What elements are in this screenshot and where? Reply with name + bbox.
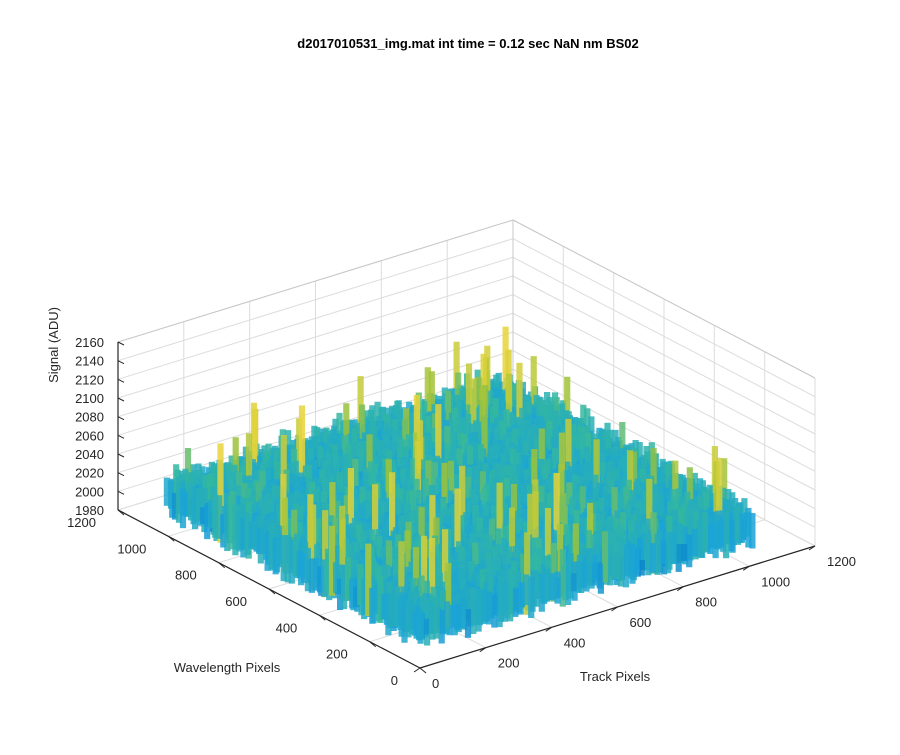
z-tick (117, 490, 125, 495)
x-tick-label: 1000 (761, 574, 790, 589)
z-tick (117, 472, 125, 477)
z-tick-label: 1980 (75, 503, 104, 518)
y-tick (218, 562, 226, 569)
z-tick-label: 2060 (75, 428, 104, 443)
z-tick (117, 509, 125, 514)
z-tick-label: 2080 (75, 410, 104, 425)
z-tick-label: 2100 (75, 391, 104, 406)
box-edge (117, 219, 514, 343)
x-tick (545, 626, 552, 632)
z-tick-label: 2020 (75, 466, 104, 481)
y-tick-label: 1200 (67, 515, 96, 530)
x-tick (611, 606, 618, 612)
x-tick-label: 200 (498, 656, 520, 671)
y-tick-label: 800 (175, 568, 197, 583)
y-axis-title: Wavelength Pixels (174, 660, 281, 675)
y-tick (268, 588, 276, 595)
z-tick (117, 434, 125, 439)
z-axis-title: Signal (ADU) (46, 307, 61, 383)
y-tick (167, 535, 175, 542)
z-tick (117, 360, 125, 365)
z-tick-label: 2120 (75, 372, 104, 387)
z-tick (117, 341, 125, 346)
box-edge (512, 219, 816, 379)
y-tick-label: 200 (326, 647, 348, 662)
x-tick-label: 600 (630, 615, 652, 630)
z-tick-label: 2040 (75, 447, 104, 462)
z-tick (117, 416, 125, 421)
y-tick-label: 400 (276, 620, 298, 635)
z-tick-label: 2140 (75, 354, 104, 369)
x-tick-label: 0 (432, 676, 439, 691)
z-tick-label: 2160 (75, 335, 104, 350)
y-tick (369, 641, 377, 648)
chart-title: d2017010531_img.mat int time = 0.12 sec … (297, 36, 638, 51)
z-tick (117, 453, 125, 458)
x-tick (742, 565, 750, 571)
x-tick (413, 667, 421, 673)
y-tick-label: 600 (225, 594, 247, 609)
x-tick-label: 1200 (827, 554, 856, 569)
x-tick (479, 647, 487, 653)
y-tick-label: 0 (391, 673, 398, 688)
z-tick (117, 378, 125, 383)
x-tick-label: 400 (564, 635, 586, 650)
axes: 0 200 400 600 800 1000 1200 0 200 400 600 800 1000 12… (67, 335, 856, 691)
x-tick-label: 800 (695, 595, 717, 610)
y-tick (318, 614, 326, 621)
x-tick (677, 586, 684, 592)
surface (163, 326, 756, 646)
z-tick-label: 2000 (75, 484, 104, 499)
y-tick-label: 1000 (117, 541, 146, 556)
y-tick (419, 667, 427, 674)
x-axis-title: Track Pixels (580, 669, 651, 684)
z-tick (117, 397, 125, 402)
x-tick (808, 545, 816, 551)
